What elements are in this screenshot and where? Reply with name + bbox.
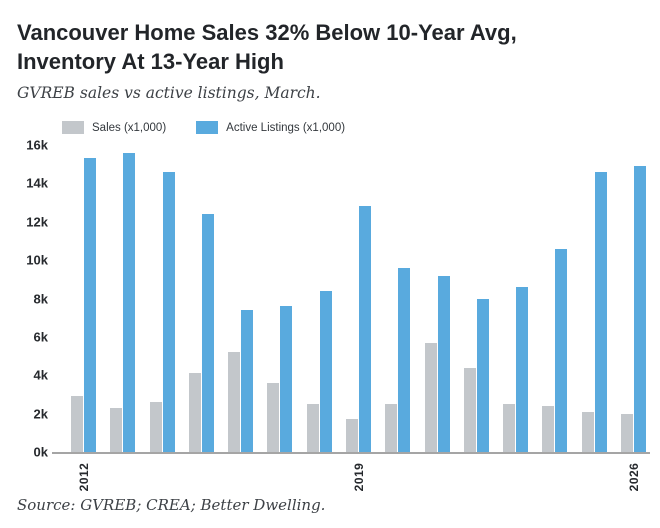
chart-legend: Sales (x1,000) Active Listings (x1,000) (62, 121, 345, 134)
bar-group-2021 (424, 275, 450, 452)
bar-listings-2022 (476, 298, 489, 452)
legend-label-listings: Active Listings (x1,000) (226, 121, 346, 134)
bar-listings-2015 (201, 214, 214, 452)
title-line-1: Vancouver Home Sales 32% Below 10-Year A… (17, 20, 517, 45)
bar-sales-2015 (188, 373, 201, 452)
bar-listings-2018 (319, 290, 332, 452)
bar-listings-2019 (359, 206, 371, 452)
y-tick-16k: 16k (26, 137, 48, 153)
bar-sales-2018 (306, 404, 319, 452)
bar-sales-2025 (581, 411, 594, 452)
legend-label-sales: Sales (x1,000) (92, 121, 167, 134)
y-tick-12k: 12k (26, 214, 48, 230)
bar-group-2018 (306, 290, 332, 452)
bar-sales-2020 (385, 404, 398, 452)
page-title: Vancouver Home Sales 32% Below 10-Year A… (17, 18, 517, 76)
bar-listings-2021 (437, 275, 450, 452)
title-line-2: Inventory At 13-Year High (17, 49, 284, 74)
bar-listings-2025 (594, 171, 607, 452)
bar-group-2012 (71, 158, 96, 452)
bar-group-2019 (346, 206, 371, 452)
y-tick-14k: 14k (26, 175, 48, 191)
bar-listings-2026 (634, 166, 646, 452)
bar-group-2013 (110, 152, 136, 452)
bar-listings-2013 (123, 152, 136, 452)
source-note: Source: GVREB; CREA; Better Dwelling. (17, 496, 326, 514)
x-tick-2019: 2019 (351, 462, 366, 492)
listings-swatch-icon (196, 121, 219, 134)
bar-group-2023 (503, 287, 529, 452)
y-tick-6k: 6k (33, 329, 48, 345)
bar-listings-2016 (241, 310, 254, 452)
plot-area (55, 145, 648, 452)
legend-item-listings: Active Listings (x1,000) (196, 121, 345, 134)
bar-sales-2016 (228, 352, 241, 452)
bar-sales-2013 (110, 407, 123, 452)
bar-sales-2023 (503, 404, 516, 452)
bar-listings-2024 (555, 248, 568, 452)
bar-sales-2024 (542, 406, 555, 452)
bar-sales-2022 (463, 367, 476, 452)
y-axis: 16k 14k 12k 10k 8k 6k 4k 2k 0k (6, 138, 48, 460)
bar-group-2022 (463, 298, 489, 452)
bar-group-2024 (542, 248, 568, 452)
bar-sales-2012 (71, 396, 83, 452)
y-tick-0k: 0k (33, 444, 48, 460)
bar-listings-2017 (280, 306, 293, 452)
x-tick-2012: 2012 (76, 462, 91, 492)
bar-listings-2020 (398, 267, 411, 452)
bar-sales-2026 (621, 413, 633, 452)
bar-listings-2012 (84, 158, 96, 452)
y-tick-8k: 8k (33, 291, 48, 306)
bar-group-2015 (188, 214, 214, 452)
bar-group-2026 (621, 166, 646, 452)
bar-sales-2019 (346, 419, 358, 452)
bar-group-2016 (228, 310, 254, 452)
bar-group-2025 (581, 171, 607, 452)
y-tick-10k: 10k (26, 252, 48, 268)
bar-sales-2017 (267, 382, 280, 452)
bar-listings-2023 (516, 287, 529, 452)
bar-group-2017 (267, 306, 293, 452)
bar-sales-2021 (424, 342, 437, 452)
chart-subtitle: GVREB sales vs active listings, March. (17, 84, 321, 102)
legend-item-sales: Sales (x1,000) (62, 121, 166, 134)
y-tick-2k: 2k (33, 406, 48, 422)
x-tick-2026: 2026 (626, 462, 641, 492)
x-axis-line (52, 452, 650, 454)
bar-listings-2014 (162, 171, 175, 452)
bar-group-2020 (385, 267, 411, 452)
bar-group-2014 (149, 171, 175, 452)
bar-sales-2014 (149, 402, 162, 452)
sales-swatch-icon (62, 121, 84, 134)
y-tick-4k: 4k (33, 367, 48, 383)
